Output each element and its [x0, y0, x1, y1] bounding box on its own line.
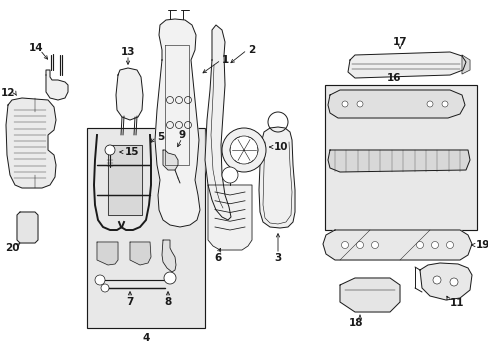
Polygon shape	[419, 263, 471, 300]
Polygon shape	[108, 145, 142, 215]
Text: 1: 1	[222, 55, 229, 65]
Circle shape	[222, 167, 238, 183]
Polygon shape	[347, 52, 465, 78]
Circle shape	[432, 276, 440, 284]
Circle shape	[441, 101, 447, 107]
Polygon shape	[6, 98, 56, 188]
Text: 15: 15	[125, 147, 139, 157]
Text: 3: 3	[274, 253, 281, 263]
Circle shape	[341, 242, 348, 248]
Polygon shape	[207, 185, 251, 250]
Text: 18: 18	[348, 318, 363, 328]
Circle shape	[163, 272, 176, 284]
Text: 8: 8	[164, 297, 171, 307]
Text: 20: 20	[5, 243, 19, 253]
Polygon shape	[155, 19, 200, 227]
Circle shape	[341, 101, 347, 107]
Circle shape	[101, 284, 109, 292]
Circle shape	[105, 145, 115, 155]
Polygon shape	[259, 127, 294, 228]
Text: 11: 11	[449, 298, 464, 308]
Circle shape	[356, 242, 363, 248]
Polygon shape	[461, 55, 469, 74]
Text: 2: 2	[247, 45, 255, 55]
Polygon shape	[17, 212, 38, 243]
Polygon shape	[163, 150, 178, 170]
Text: 14: 14	[29, 43, 43, 53]
Polygon shape	[116, 68, 142, 120]
Polygon shape	[339, 278, 399, 312]
Text: 17: 17	[392, 37, 407, 47]
FancyBboxPatch shape	[87, 128, 204, 328]
Polygon shape	[130, 242, 151, 265]
Text: 12: 12	[1, 88, 15, 98]
Circle shape	[426, 101, 432, 107]
Text: 10: 10	[273, 142, 288, 152]
Circle shape	[95, 275, 105, 285]
Text: 16: 16	[386, 73, 401, 83]
Circle shape	[229, 136, 258, 164]
Polygon shape	[97, 242, 118, 265]
Polygon shape	[327, 150, 469, 172]
Text: 13: 13	[121, 47, 135, 57]
Polygon shape	[323, 230, 471, 260]
Circle shape	[430, 242, 438, 248]
Circle shape	[356, 101, 362, 107]
Polygon shape	[162, 240, 176, 272]
Circle shape	[446, 242, 452, 248]
Circle shape	[371, 242, 378, 248]
Circle shape	[222, 128, 265, 172]
Text: 4: 4	[142, 333, 149, 343]
FancyBboxPatch shape	[325, 85, 476, 230]
Text: 7: 7	[126, 297, 133, 307]
Text: 9: 9	[178, 130, 185, 140]
Text: 6: 6	[214, 253, 221, 263]
Text: 19: 19	[475, 240, 488, 250]
Circle shape	[449, 278, 457, 286]
Polygon shape	[204, 25, 230, 220]
Polygon shape	[327, 90, 464, 118]
Polygon shape	[46, 70, 68, 100]
Circle shape	[416, 242, 423, 248]
Text: 5: 5	[157, 132, 164, 142]
